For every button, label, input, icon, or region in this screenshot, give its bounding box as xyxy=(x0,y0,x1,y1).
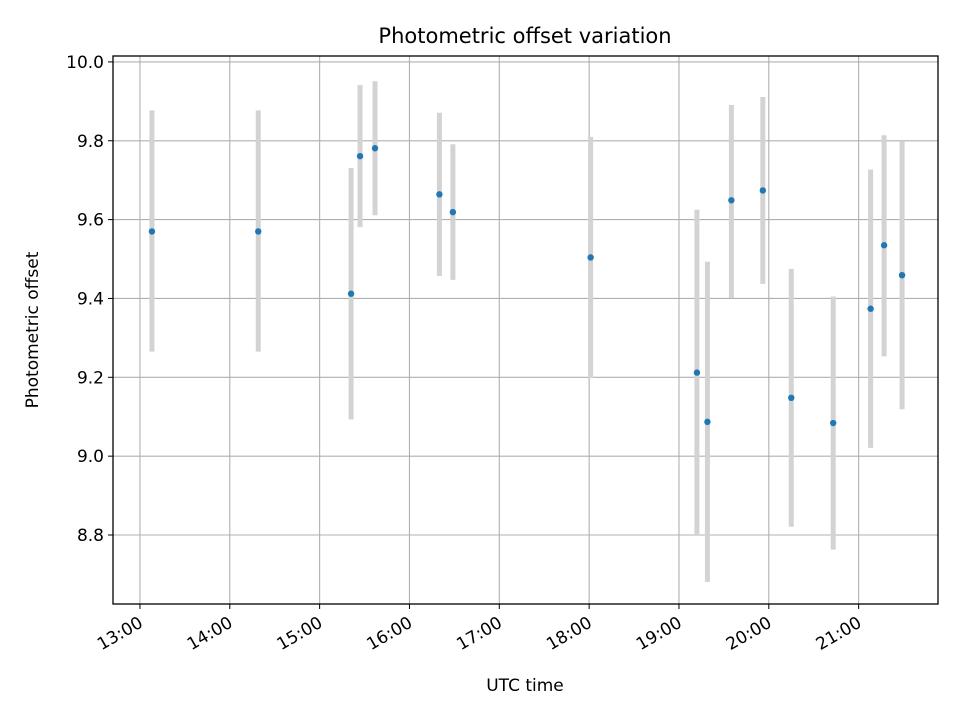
y-tick-label: 8.8 xyxy=(77,526,104,546)
data-point xyxy=(356,152,364,160)
y-axis-label: Photometric offset xyxy=(23,251,43,408)
data-point xyxy=(728,197,735,204)
data-point xyxy=(255,228,262,235)
y-tick-label: 10.0 xyxy=(66,53,104,73)
data-point xyxy=(148,228,156,235)
y-axis: 8.8 9.0 9.2 9.4 9.6 9.8 10.0 xyxy=(66,53,113,546)
data-point xyxy=(759,187,767,194)
data-point xyxy=(587,254,594,261)
data-point xyxy=(788,394,795,402)
data-point xyxy=(829,419,837,427)
y-tick-label: 9.0 xyxy=(77,447,104,467)
y-tick-label: 9.6 xyxy=(77,211,104,231)
y-tick-label: 9.8 xyxy=(77,132,104,152)
x-axis-label: UTC time xyxy=(486,676,564,696)
data-point xyxy=(704,418,711,426)
y-tick-label: 9.4 xyxy=(77,289,104,309)
data-point xyxy=(436,191,443,198)
plot-frame xyxy=(112,55,939,605)
data-point xyxy=(867,305,874,312)
data-point xyxy=(371,145,379,152)
data-point xyxy=(898,272,906,279)
y-tick-label: 9.2 xyxy=(77,368,104,388)
chart-title: Photometric offset variation xyxy=(378,24,671,48)
data-point xyxy=(347,290,355,297)
data-point xyxy=(880,242,888,249)
data-point xyxy=(693,369,701,376)
point-layer xyxy=(148,145,906,427)
data-point xyxy=(449,208,457,216)
